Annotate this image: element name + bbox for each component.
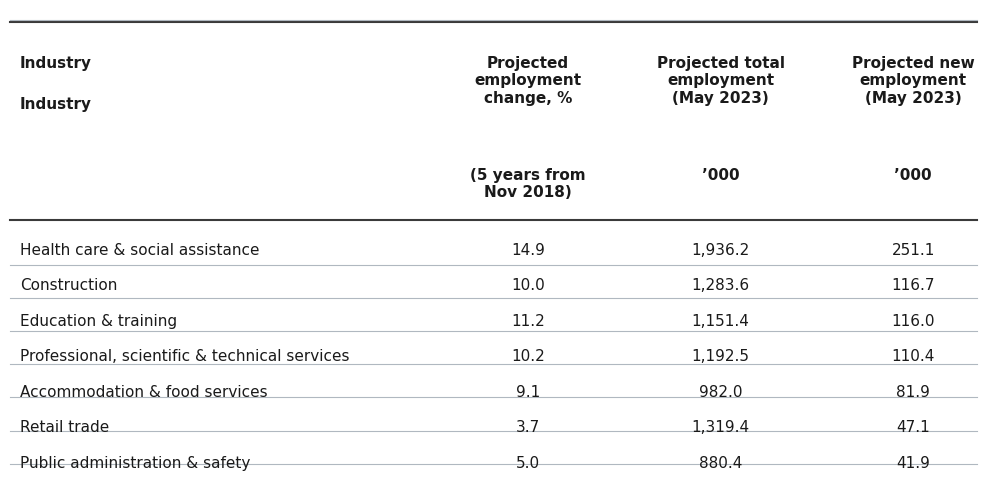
Text: Projected total
employment
(May 2023): Projected total employment (May 2023) [657, 56, 785, 105]
Text: Projected
employment
change, %: Projected employment change, % [475, 56, 582, 105]
Text: ’000: ’000 [702, 168, 739, 183]
Text: Public administration & safety: Public administration & safety [20, 456, 250, 471]
Text: 110.4: 110.4 [892, 349, 935, 364]
Text: 10.0: 10.0 [511, 278, 545, 294]
Text: 11.2: 11.2 [511, 314, 545, 329]
Text: 982.0: 982.0 [699, 385, 742, 400]
Text: ’000: ’000 [894, 168, 932, 183]
Text: 1,151.4: 1,151.4 [692, 314, 749, 329]
Text: Retail trade: Retail trade [20, 420, 109, 435]
Text: 14.9: 14.9 [511, 243, 545, 258]
Text: 880.4: 880.4 [699, 456, 742, 471]
Text: 1,319.4: 1,319.4 [692, 420, 750, 435]
Text: Accommodation & food services: Accommodation & food services [20, 385, 268, 400]
Text: Professional, scientific & technical services: Professional, scientific & technical ser… [20, 349, 349, 364]
Text: 116.7: 116.7 [892, 278, 935, 294]
Text: 10.2: 10.2 [511, 349, 545, 364]
Text: 251.1: 251.1 [892, 243, 935, 258]
Text: 5.0: 5.0 [516, 456, 540, 471]
Text: Industry: Industry [20, 97, 92, 112]
Text: Health care & social assistance: Health care & social assistance [20, 243, 260, 258]
Text: (5 years from
Nov 2018): (5 years from Nov 2018) [471, 168, 586, 200]
Text: 1,283.6: 1,283.6 [692, 278, 750, 294]
Text: Industry: Industry [20, 56, 92, 71]
Text: Construction: Construction [20, 278, 117, 294]
Text: 1,936.2: 1,936.2 [692, 243, 750, 258]
Text: 3.7: 3.7 [516, 420, 540, 435]
Text: 1,192.5: 1,192.5 [692, 349, 749, 364]
Text: 9.1: 9.1 [516, 385, 540, 400]
Text: Projected new
employment
(May 2023): Projected new employment (May 2023) [852, 56, 974, 105]
Text: 81.9: 81.9 [896, 385, 931, 400]
Text: Education & training: Education & training [20, 314, 176, 329]
Text: 116.0: 116.0 [892, 314, 935, 329]
Text: 41.9: 41.9 [896, 456, 931, 471]
Text: 47.1: 47.1 [896, 420, 931, 435]
